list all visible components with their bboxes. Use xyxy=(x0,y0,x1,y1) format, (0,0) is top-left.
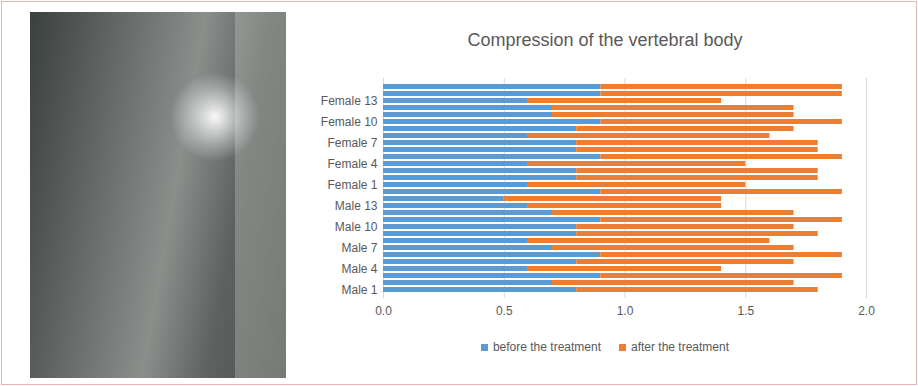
svg-text:Male 10: Male 10 xyxy=(335,220,378,234)
svg-text:Male 13: Male 13 xyxy=(335,199,378,213)
svg-text:0.0: 0.0 xyxy=(375,304,392,318)
svg-text:Female 1: Female 1 xyxy=(327,178,377,192)
html-text:before the treatment: before the treatment xyxy=(492,340,601,354)
svg-text:Female 7: Female 7 xyxy=(327,136,377,150)
svg-text:1.5: 1.5 xyxy=(737,304,754,318)
svg-text:Male 7: Male 7 xyxy=(341,241,377,255)
svg-text:Female 10: Female 10 xyxy=(321,115,378,129)
html-text:after the treatment: after the treatment xyxy=(631,340,730,354)
html-text:Compression of the vertebral b: Compression of the vertebral body xyxy=(467,30,743,50)
svg-text:Male 1: Male 1 xyxy=(341,283,377,297)
svg-text:Male 4: Male 4 xyxy=(341,262,377,276)
svg-text:Female 4: Female 4 xyxy=(327,157,377,171)
svg-text:Female 13: Female 13 xyxy=(321,94,378,108)
svg-text:2.0: 2.0 xyxy=(858,304,875,318)
svg-text:0.5: 0.5 xyxy=(496,304,513,318)
svg-text:1.0: 1.0 xyxy=(617,304,634,318)
